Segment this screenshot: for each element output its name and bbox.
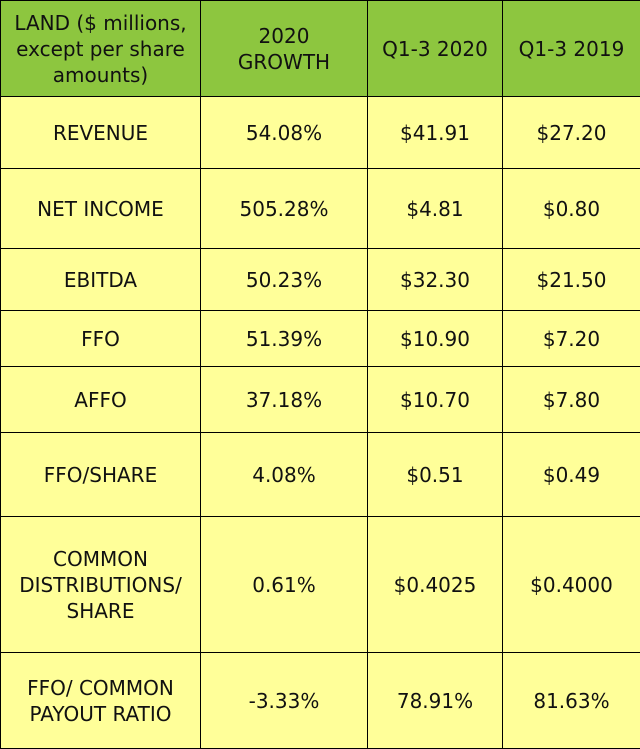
growth-cell: 4.08%	[201, 433, 368, 517]
row-label: REVENUE	[1, 97, 201, 169]
growth-cell: 37.18%	[201, 367, 368, 433]
header-q1-3-2020: Q1-3 2020	[368, 1, 503, 97]
table-row: AFFO 37.18% $10.70 $7.80	[1, 367, 640, 433]
q1-3-2019-cell: $7.20	[503, 311, 640, 367]
growth-cell: 0.61%	[201, 517, 368, 653]
q1-3-2020-cell: $0.51	[368, 433, 503, 517]
row-label: FFO/ COMMON PAYOUT RATIO	[1, 653, 201, 749]
growth-cell: 54.08%	[201, 97, 368, 169]
row-label: NET INCOME	[1, 169, 201, 249]
header-row: LAND ($ millions, except per share amoun…	[1, 1, 640, 97]
q1-3-2019-cell: $27.20	[503, 97, 640, 169]
q1-3-2020-cell: 78.91%	[368, 653, 503, 749]
q1-3-2020-cell: $0.4025	[368, 517, 503, 653]
q1-3-2020-cell: $41.91	[368, 97, 503, 169]
growth-cell: 505.28%	[201, 169, 368, 249]
growth-cell: -3.33%	[201, 653, 368, 749]
table-row: NET INCOME 505.28% $4.81 $0.80	[1, 169, 640, 249]
table-row: FFO 51.39% $10.90 $7.20	[1, 311, 640, 367]
q1-3-2019-cell: $7.80	[503, 367, 640, 433]
q1-3-2019-cell: $0.49	[503, 433, 640, 517]
table-row: EBITDA 50.23% $32.30 $21.50	[1, 249, 640, 311]
table-row: REVENUE 54.08% $41.91 $27.20	[1, 97, 640, 169]
q1-3-2019-cell: $0.80	[503, 169, 640, 249]
table-row: FFO/ COMMON PAYOUT RATIO -3.33% 78.91% 8…	[1, 653, 640, 749]
row-label: FFO/SHARE	[1, 433, 201, 517]
q1-3-2019-cell: 81.63%	[503, 653, 640, 749]
q1-3-2020-cell: $4.81	[368, 169, 503, 249]
q1-3-2020-cell: $10.90	[368, 311, 503, 367]
header-metric: LAND ($ millions, except per share amoun…	[1, 1, 201, 97]
header-growth: 2020 GROWTH	[201, 1, 368, 97]
table-row: FFO/SHARE 4.08% $0.51 $0.49	[1, 433, 640, 517]
header-q1-3-2019: Q1-3 2019	[503, 1, 640, 97]
row-label: COMMON DISTRIBUTIONS/ SHARE	[1, 517, 201, 653]
row-label: FFO	[1, 311, 201, 367]
table-row: COMMON DISTRIBUTIONS/ SHARE 0.61% $0.402…	[1, 517, 640, 653]
q1-3-2019-cell: $0.4000	[503, 517, 640, 653]
row-label: AFFO	[1, 367, 201, 433]
row-label: EBITDA	[1, 249, 201, 311]
q1-3-2019-cell: $21.50	[503, 249, 640, 311]
growth-cell: 51.39%	[201, 311, 368, 367]
q1-3-2020-cell: $32.30	[368, 249, 503, 311]
growth-cell: 50.23%	[201, 249, 368, 311]
q1-3-2020-cell: $10.70	[368, 367, 503, 433]
